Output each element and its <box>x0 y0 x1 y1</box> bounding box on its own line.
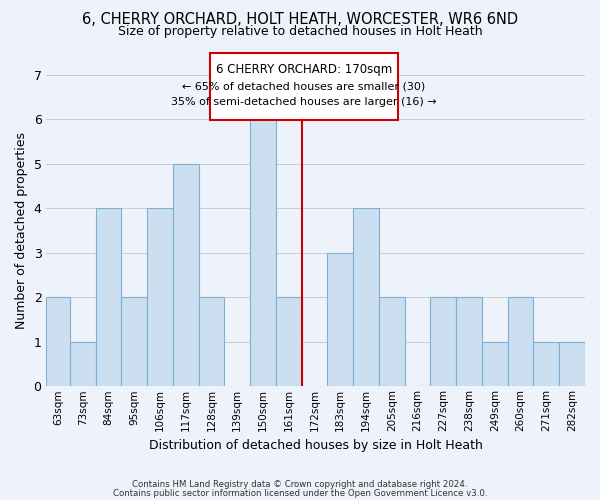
Bar <box>70 342 95 386</box>
Bar <box>147 208 173 386</box>
Text: 6 CHERRY ORCHARD: 170sqm: 6 CHERRY ORCHARD: 170sqm <box>216 62 392 76</box>
Bar <box>328 253 353 386</box>
Bar <box>430 298 456 386</box>
Bar <box>199 298 224 386</box>
Text: 6, CHERRY ORCHARD, HOLT HEATH, WORCESTER, WR6 6ND: 6, CHERRY ORCHARD, HOLT HEATH, WORCESTER… <box>82 12 518 28</box>
Bar <box>482 342 508 386</box>
Text: Size of property relative to detached houses in Holt Heath: Size of property relative to detached ho… <box>118 25 482 38</box>
Bar <box>456 298 482 386</box>
Bar <box>379 298 404 386</box>
Bar <box>95 208 121 386</box>
Bar <box>250 120 276 386</box>
Bar <box>46 298 70 386</box>
FancyBboxPatch shape <box>211 53 398 120</box>
Bar <box>276 298 302 386</box>
Bar <box>559 342 585 386</box>
Y-axis label: Number of detached properties: Number of detached properties <box>15 132 28 329</box>
Text: Contains HM Land Registry data © Crown copyright and database right 2024.: Contains HM Land Registry data © Crown c… <box>132 480 468 489</box>
Bar <box>533 342 559 386</box>
Bar <box>121 298 147 386</box>
X-axis label: Distribution of detached houses by size in Holt Heath: Distribution of detached houses by size … <box>149 440 482 452</box>
Text: 35% of semi-detached houses are larger (16) →: 35% of semi-detached houses are larger (… <box>171 97 437 107</box>
Bar <box>353 208 379 386</box>
Text: ← 65% of detached houses are smaller (30): ← 65% of detached houses are smaller (30… <box>182 82 425 92</box>
Bar <box>173 164 199 386</box>
Bar <box>508 298 533 386</box>
Text: Contains public sector information licensed under the Open Government Licence v3: Contains public sector information licen… <box>113 490 487 498</box>
